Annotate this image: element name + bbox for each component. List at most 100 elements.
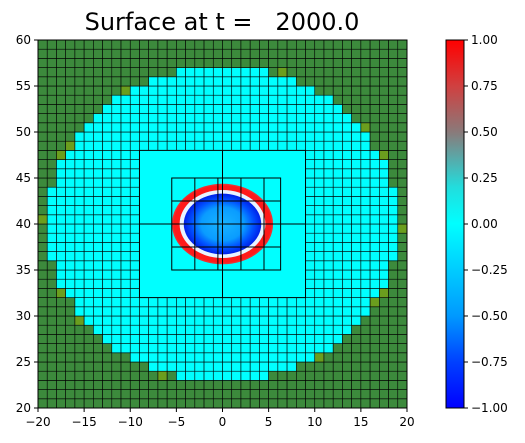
grid-cell [240, 315, 251, 326]
grid-cell [111, 288, 122, 298]
grid-cell [111, 398, 122, 408]
grid-cell [83, 58, 94, 68]
grid-cell [379, 122, 389, 133]
grid-cell [397, 269, 407, 280]
grid-cell [129, 398, 140, 408]
grid-cell [93, 140, 103, 151]
grid-cell [342, 168, 352, 179]
grid-cell [38, 113, 48, 124]
grid-cell [166, 40, 177, 50]
grid-cell [93, 214, 103, 225]
grid-cell [360, 205, 371, 216]
grid-cell [65, 150, 76, 160]
grid-cell [203, 58, 214, 68]
grid-cell [222, 104, 233, 114]
grid-cell [102, 334, 113, 344]
grid-cell [120, 260, 131, 271]
grid-cell [332, 85, 343, 96]
grid-cell [65, 186, 76, 197]
grid-cell [74, 370, 85, 381]
grid-cell [323, 315, 334, 326]
grid-cell [259, 352, 269, 363]
grid-cell [157, 334, 168, 344]
grid-cell [351, 76, 362, 87]
grid-cell [369, 242, 380, 252]
grid-cell [388, 205, 399, 216]
grid-cell [38, 76, 48, 87]
grid-cell [203, 380, 214, 390]
grid-cell [268, 94, 279, 105]
grid-cell [323, 177, 334, 188]
grid-cell [240, 324, 251, 335]
grid-cell [332, 58, 343, 68]
grid-cell [93, 306, 103, 317]
grid-cell [120, 159, 131, 170]
grid-cell [166, 58, 177, 68]
grid-cell [74, 306, 85, 317]
grid-cell [332, 343, 343, 354]
grid-cell [38, 315, 48, 326]
grid-cell [231, 76, 242, 87]
grid-cell [369, 214, 380, 225]
grid-cell [259, 76, 269, 87]
grid-cell [93, 380, 103, 390]
grid-cell [212, 306, 223, 317]
grid-cell [397, 85, 407, 96]
grid-cell [249, 58, 260, 68]
grid-cell [305, 370, 316, 381]
grid-cell [222, 40, 233, 50]
grid-cell [56, 131, 66, 142]
grid-cell [305, 58, 316, 68]
grid-cell [46, 352, 57, 363]
grid-cell [139, 122, 150, 133]
grid-cell [323, 334, 334, 344]
grid-cell [240, 398, 251, 408]
grid-cell [111, 278, 122, 289]
grid-cell [397, 343, 407, 354]
grid-cell [46, 40, 57, 50]
grid-cell [342, 389, 352, 400]
grid-cell [286, 113, 297, 124]
grid-cell [351, 361, 362, 372]
grid-cell [38, 334, 48, 344]
grid-cell [120, 334, 131, 344]
grid-cell [388, 67, 399, 78]
grid-cell [388, 159, 399, 170]
grid-cell [249, 113, 260, 124]
grid-cell [74, 159, 85, 170]
grid-cell [203, 370, 214, 381]
grid-cell [120, 94, 131, 105]
grid-cell [120, 398, 131, 408]
grid-cell [83, 159, 94, 170]
grid-cell [323, 389, 334, 400]
grid-cell [351, 260, 362, 271]
grid-cell [139, 48, 150, 59]
grid-cell [46, 315, 57, 326]
grid-cell [323, 343, 334, 354]
grid-cell [111, 159, 122, 170]
grid-cell [102, 58, 113, 68]
grid-cell [148, 40, 159, 50]
grid-cell [268, 324, 279, 335]
grid-cell [259, 40, 269, 50]
grid-cell [332, 131, 343, 142]
grid-cell [176, 370, 186, 381]
grid-cell [46, 398, 57, 408]
grid-cell [342, 48, 352, 59]
grid-cell [314, 48, 325, 59]
grid-cell [129, 58, 140, 68]
grid-cell [314, 269, 325, 280]
grid-cell [65, 140, 76, 151]
grid-cell [65, 361, 76, 372]
grid-cell [277, 140, 288, 151]
grid-cell [360, 140, 371, 151]
grid-cell [65, 67, 76, 78]
grid-cell [332, 370, 343, 381]
grid-cell [240, 140, 251, 151]
grid-cell [148, 343, 159, 354]
grid-cell [360, 196, 371, 206]
grid-cell [240, 380, 251, 390]
grid-cell [176, 352, 186, 363]
grid-cell [222, 48, 233, 59]
grid-cell [176, 94, 186, 105]
